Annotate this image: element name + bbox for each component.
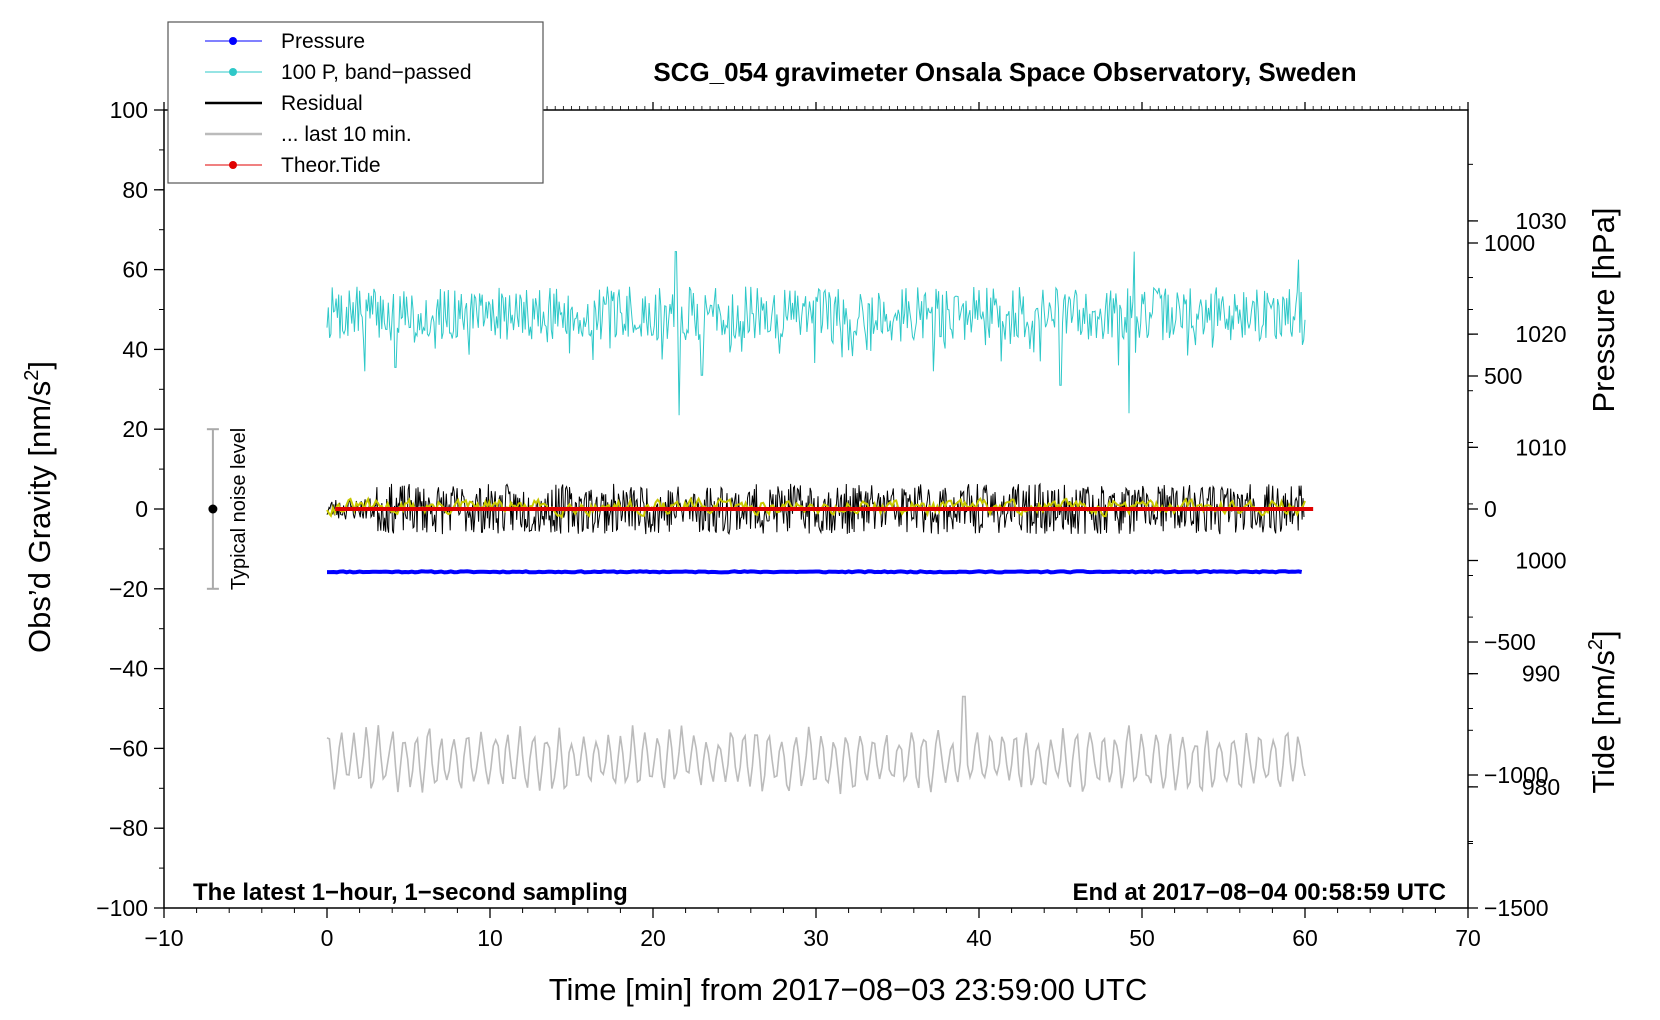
tide-tick-label: 0 bbox=[1484, 496, 1497, 522]
x-tick-label: 10 bbox=[477, 925, 503, 951]
legend-label: Pressure bbox=[281, 30, 365, 53]
series-band-passed-pressure bbox=[326, 251, 1306, 416]
y-tick-label: −40 bbox=[109, 656, 148, 682]
tide-tick-label: −1000 bbox=[1484, 762, 1549, 788]
legend-items: Pressure 100 P, band−passed Residual ... la… bbox=[205, 30, 472, 177]
x-tick-label: 30 bbox=[803, 925, 829, 951]
tide-tick-label: 500 bbox=[1484, 363, 1522, 389]
x-tick-label: 20 bbox=[640, 925, 666, 951]
footer-right-caption: End at 2017−08−04 00:58:59 UTC bbox=[1072, 879, 1446, 906]
y-tick-label: 80 bbox=[122, 177, 148, 203]
series-last-10-min bbox=[326, 695, 1306, 795]
y-axis-title-gravity-end: ] bbox=[22, 361, 57, 370]
pressure-tick-label: 1030 bbox=[1515, 208, 1566, 234]
pressure-tick-label: 990 bbox=[1522, 661, 1560, 687]
y-tick-label: −100 bbox=[96, 895, 148, 921]
y-tick-label: 0 bbox=[135, 496, 148, 522]
ticks-layer: −10 0 10 20 30 40 50 60 70100806040200−20−40−60−… bbox=[96, 97, 1566, 951]
y-axis-title-tide-text: Tide [nm/s bbox=[1586, 650, 1621, 794]
legend-marker bbox=[229, 161, 237, 169]
pressure-tick-label: 1000 bbox=[1515, 548, 1566, 574]
chart-title: SCG_054 gravimeter Onsala Space Observat… bbox=[653, 57, 1356, 87]
pressure-tick-label: 1010 bbox=[1515, 434, 1566, 460]
y-tick-label: −20 bbox=[109, 576, 148, 602]
x-tick-label: 0 bbox=[321, 925, 334, 951]
y-tick-label: 40 bbox=[122, 336, 148, 362]
legend-label: Theor.Tide bbox=[281, 154, 381, 177]
pressure-tick-label: 980 bbox=[1522, 774, 1560, 800]
series-pressure bbox=[327, 569, 1303, 575]
y-axis-title-gravity-sup: 2 bbox=[21, 370, 43, 381]
tide-tick-label: −500 bbox=[1484, 629, 1536, 655]
y-tick-label: −80 bbox=[109, 815, 148, 841]
noise-level-label: Typical noise level bbox=[228, 428, 250, 590]
x-tick-label: 50 bbox=[1129, 925, 1155, 951]
legend: Pressure 100 P, band−passed Residual ... la… bbox=[167, 21, 544, 184]
y-axis-title-tide-sup: 2 bbox=[1585, 639, 1607, 650]
x-tick-label: 40 bbox=[966, 925, 992, 951]
series-layer bbox=[326, 251, 1314, 795]
pressure-tick-label: 1020 bbox=[1515, 321, 1566, 347]
legend-marker bbox=[229, 37, 237, 45]
legend-marker bbox=[229, 68, 237, 76]
legend-label: ... last 10 min. bbox=[281, 123, 412, 146]
y-axis-title-tide-end: ] bbox=[1586, 630, 1621, 639]
y-tick-label: 60 bbox=[122, 257, 148, 283]
y-tick-label: 100 bbox=[110, 97, 148, 123]
x-tick-label: 70 bbox=[1455, 925, 1481, 951]
noise-level-center-dot bbox=[208, 504, 218, 514]
x-tick-label: 60 bbox=[1292, 925, 1318, 951]
y-axis-title-tide: Tide [nm/s2] bbox=[1585, 630, 1621, 793]
x-tick-label: −10 bbox=[144, 925, 183, 951]
y-tick-label: 20 bbox=[122, 416, 148, 442]
footer-left-caption: The latest 1−hour, 1−second sampling bbox=[193, 879, 628, 906]
x-axis-title: Time [min] from 2017−08−03 23:59:00 UTC bbox=[549, 972, 1148, 1007]
legend-label: 100 P, band−passed bbox=[281, 61, 472, 84]
tide-tick-label: −1500 bbox=[1484, 895, 1549, 921]
y-axis-title-gravity-text: Obs’d Gravity [nm/s bbox=[22, 381, 57, 653]
tide-tick-label: 1000 bbox=[1484, 230, 1535, 256]
y-tick-label: −60 bbox=[109, 735, 148, 761]
y-axis-title-gravity: Obs’d Gravity [nm/s2] bbox=[21, 361, 57, 653]
legend-label: Residual bbox=[281, 92, 363, 115]
noise-level-indicator bbox=[206, 428, 219, 590]
y-axis-title-pressure: Pressure [hPa] bbox=[1586, 207, 1621, 412]
